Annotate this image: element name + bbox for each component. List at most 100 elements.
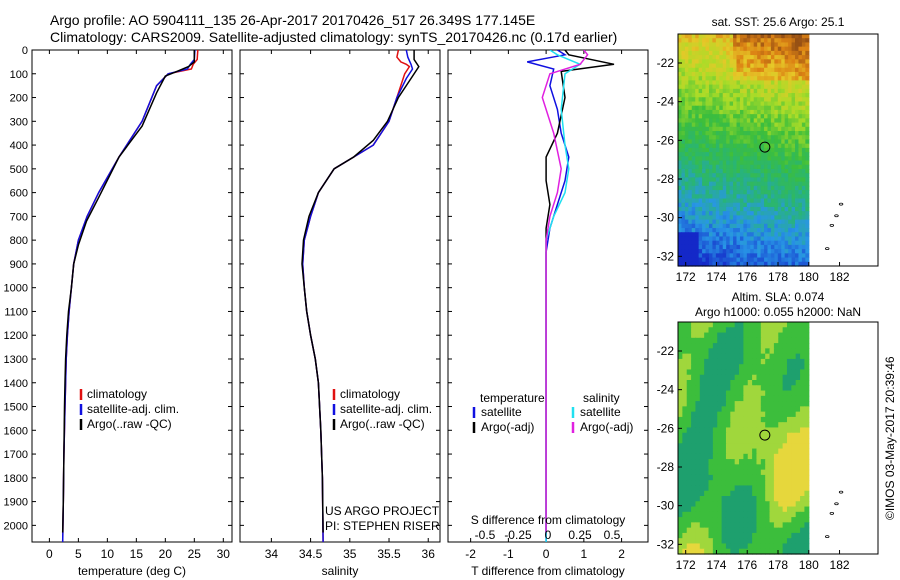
sst-map-cell — [729, 84, 734, 90]
sst-map-cell — [708, 118, 714, 124]
sla-map-cell — [747, 332, 753, 339]
sla-map-cell — [765, 474, 771, 481]
sla-map-cell — [769, 422, 775, 429]
sla-map-cell — [743, 459, 749, 465]
sla-map-cell — [678, 527, 683, 534]
sst-map-cell — [791, 42, 796, 48]
sst-map-cell — [726, 215, 731, 221]
sst-map-cell — [695, 76, 700, 81]
sst-map-cell — [757, 88, 762, 94]
sst-map-cell — [733, 88, 738, 94]
sst-map-cell — [805, 50, 810, 56]
sla-map-cell — [678, 353, 683, 360]
sla-map-cell — [721, 443, 727, 450]
sla-map-cell — [786, 322, 792, 328]
sla-map-cell — [691, 374, 697, 381]
sst-map-cell — [795, 177, 800, 183]
sst-map-cell — [733, 101, 738, 107]
sst-map-cell — [702, 202, 707, 208]
sst-map-cell — [708, 253, 714, 259]
sla-map-cell — [682, 432, 688, 439]
sst-map-cell — [795, 139, 800, 145]
sst-map-cell — [739, 253, 744, 259]
sst-map-cell — [739, 219, 744, 225]
sla-map-cell — [734, 337, 740, 344]
sst-map-cell — [801, 101, 806, 107]
sla-map-cell — [739, 506, 744, 513]
sst-map-cell — [736, 84, 741, 90]
sst-map-cell — [801, 131, 806, 136]
sla-map-cell — [800, 369, 806, 376]
sla-map-cell — [712, 480, 718, 487]
sst-map-cell — [695, 135, 700, 141]
sla-map-cell — [682, 406, 688, 413]
sst-map-cell — [764, 181, 769, 187]
sla-map-cell — [725, 348, 731, 355]
sst-map-cell — [774, 38, 779, 44]
sst-map-cell — [805, 253, 810, 259]
sla-map-cell — [747, 548, 753, 555]
sst-map-cell — [715, 168, 720, 174]
sst-map-cell — [760, 126, 765, 132]
sst-map-cell — [774, 156, 779, 162]
sst-map-cell — [784, 80, 789, 86]
sla-map-cell — [765, 496, 771, 502]
sst-map-cell — [681, 55, 686, 60]
sst-map-cell — [715, 185, 720, 191]
sst-map-cell — [805, 206, 810, 212]
sla-map-cell — [739, 485, 744, 492]
sla-map-cell — [760, 422, 766, 429]
sla-map-cell — [695, 538, 701, 545]
sst-map-cell — [795, 215, 800, 221]
sla-map-cell — [717, 343, 723, 349]
sst-map-cell — [798, 190, 803, 195]
sst-map-cell — [777, 126, 782, 132]
sst-map-cell — [715, 181, 720, 187]
sst-map-cell — [688, 122, 693, 128]
sla-map-cell — [760, 480, 766, 487]
sla-map-cell — [773, 406, 779, 413]
sst-map-cell — [702, 105, 707, 111]
sst-map-cell — [764, 59, 769, 65]
sla-map-cell — [778, 385, 784, 392]
sst-map-cell — [757, 152, 762, 157]
sla-map-cell — [730, 343, 736, 349]
sst-map-cell — [795, 228, 800, 233]
sla-map-cell — [712, 527, 718, 534]
sla-map-cell — [747, 343, 753, 349]
sst-map-cell — [702, 228, 707, 233]
sla-map-cell — [678, 406, 683, 413]
sst-map-cell — [801, 215, 806, 221]
sst-map-cell — [678, 50, 683, 56]
sst-map-cell — [722, 46, 727, 52]
sst-map-cell — [715, 156, 720, 162]
sla-map-xtick-label: 176 — [737, 558, 757, 572]
sst-map-cell — [726, 173, 731, 179]
sla-map-cell — [721, 343, 727, 349]
sst-map-cell — [684, 228, 689, 233]
sst-map-cell — [719, 34, 724, 39]
sst-map-cell — [695, 152, 700, 157]
sst-map-cell — [774, 109, 779, 115]
sst-map-cell — [702, 59, 707, 65]
sst-map-cell — [678, 181, 683, 187]
sla-map-cell — [691, 469, 697, 476]
sst-map-cell — [729, 219, 734, 225]
sla-map-cell — [725, 501, 731, 508]
sla-map-cell — [800, 443, 806, 450]
sst-map-cell — [801, 156, 806, 162]
sst-map-cell — [708, 156, 714, 162]
sla-map-cell — [778, 332, 784, 339]
sla-map-cell — [747, 353, 753, 360]
sla-map-cell — [734, 416, 740, 423]
sst-map-xtick-label: 172 — [676, 270, 696, 284]
sst-map-cell — [777, 118, 782, 124]
sst-map-cell — [750, 101, 755, 107]
sla-map-cell — [739, 453, 744, 460]
sst-map-cell — [750, 131, 755, 136]
sla-map-cell — [804, 480, 810, 487]
sst-map-cell — [719, 131, 724, 136]
sla-map-cell — [778, 496, 784, 502]
sst-map-cell — [764, 173, 769, 179]
sla-map-cell — [704, 474, 710, 481]
